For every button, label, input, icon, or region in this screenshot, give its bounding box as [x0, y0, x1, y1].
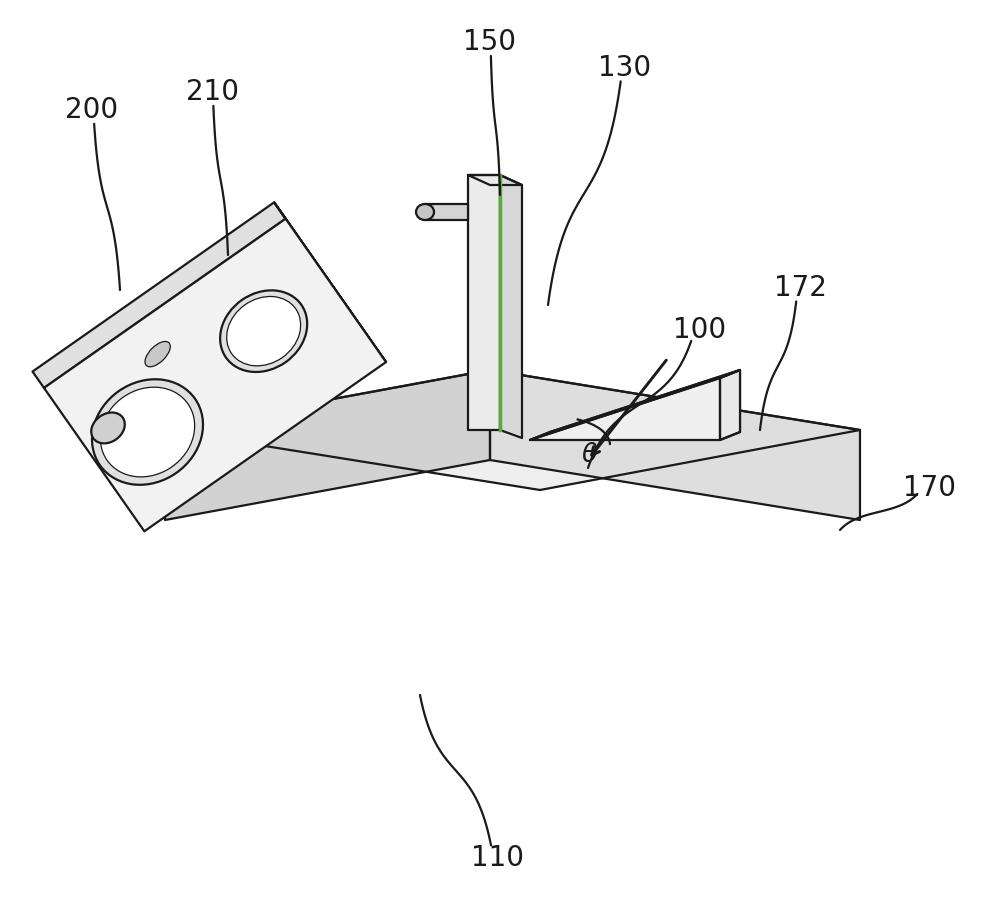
- Polygon shape: [720, 370, 740, 440]
- Polygon shape: [530, 378, 720, 440]
- Text: 150: 150: [464, 28, 516, 56]
- Ellipse shape: [227, 297, 301, 366]
- Ellipse shape: [92, 379, 203, 485]
- Ellipse shape: [416, 204, 434, 220]
- Ellipse shape: [220, 290, 307, 372]
- Ellipse shape: [145, 341, 170, 367]
- Ellipse shape: [91, 412, 125, 443]
- Text: 210: 210: [186, 78, 239, 106]
- Text: 200: 200: [65, 96, 119, 124]
- Polygon shape: [468, 175, 522, 185]
- Text: $\theta$: $\theta$: [581, 442, 599, 468]
- Polygon shape: [468, 175, 500, 430]
- Polygon shape: [33, 202, 286, 388]
- Polygon shape: [550, 370, 740, 432]
- Polygon shape: [165, 370, 490, 520]
- Text: 170: 170: [904, 474, 956, 502]
- Text: 130: 130: [598, 54, 652, 82]
- Text: 110: 110: [471, 844, 524, 872]
- Polygon shape: [500, 175, 522, 438]
- Polygon shape: [425, 204, 468, 220]
- Text: 172: 172: [774, 274, 826, 302]
- Text: 100: 100: [673, 316, 727, 344]
- Ellipse shape: [100, 387, 195, 477]
- Polygon shape: [530, 370, 740, 440]
- Polygon shape: [490, 370, 860, 520]
- Polygon shape: [44, 218, 386, 531]
- Polygon shape: [274, 202, 386, 362]
- Polygon shape: [165, 370, 860, 490]
